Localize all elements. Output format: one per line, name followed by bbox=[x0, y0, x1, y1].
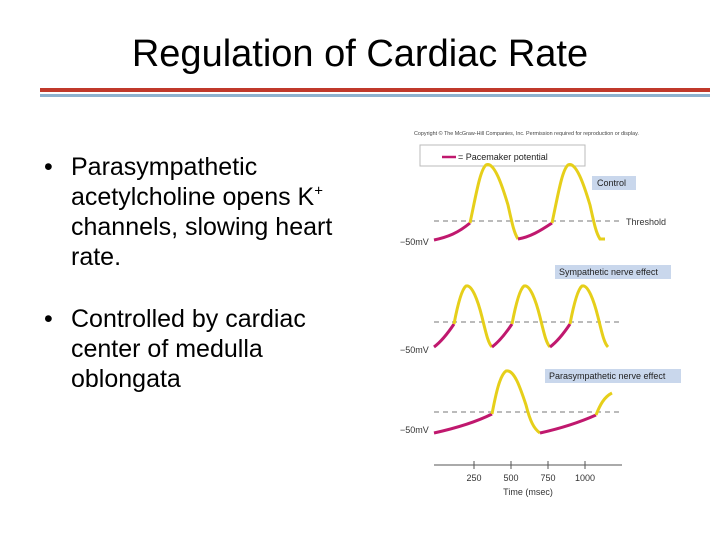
bullet-dot: • bbox=[44, 305, 53, 333]
legend-label: = Pacemaker potential bbox=[458, 152, 548, 162]
panel-label-box bbox=[592, 176, 636, 190]
pacemaker-potential-trace bbox=[517, 221, 553, 241]
action-potential-trace bbox=[550, 163, 605, 241]
pacemaker-potential-trace bbox=[433, 221, 471, 242]
title-divider-blue bbox=[40, 94, 710, 97]
bullet-item: • Parasympathetic acetylcholine opens K+… bbox=[44, 152, 374, 272]
bullet-dot: • bbox=[44, 153, 53, 181]
cardiac-rate-figure: Copyright © The McGraw-Hill Companies, I… bbox=[390, 125, 720, 505]
action-potential-trace bbox=[490, 369, 541, 435]
pacemaker-potential-trace bbox=[433, 412, 493, 435]
time-tick-label: 1000 bbox=[575, 473, 595, 483]
time-axis-title: Time (msec) bbox=[503, 487, 553, 497]
copyright-note: Copyright © The McGraw-Hill Companies, I… bbox=[414, 130, 639, 137]
pacemaker-potential-trace bbox=[549, 323, 572, 349]
voltage-label: −50mV bbox=[400, 237, 429, 247]
bullet-item: • Controlled by cardiac center of medull… bbox=[44, 304, 374, 394]
bullet-text: Parasympathetic acetylcholine opens K bbox=[71, 153, 315, 211]
threshold-label: Threshold bbox=[626, 217, 666, 227]
action-potential-trace bbox=[468, 163, 520, 240]
bullet-list: • Parasympathetic acetylcholine opens K+… bbox=[44, 152, 374, 426]
pacemaker-potential-trace bbox=[433, 323, 456, 349]
legend-box bbox=[419, 144, 586, 167]
panel-label-parasympathetic: Parasympathetic nerve effect bbox=[549, 371, 666, 381]
panel-label-control: Control bbox=[597, 178, 626, 188]
panel-label-box bbox=[555, 265, 671, 279]
pacemaker-potential-trace bbox=[491, 323, 514, 349]
time-tick-label: 500 bbox=[503, 473, 518, 483]
voltage-label: −50mV bbox=[400, 425, 429, 435]
voltage-label: −50mV bbox=[400, 345, 429, 355]
title-divider-red bbox=[40, 88, 710, 92]
time-tick-label: 750 bbox=[540, 473, 555, 483]
action-potential-trace bbox=[510, 284, 552, 349]
slide-title: Regulation of Cardiac Rate bbox=[131, 33, 589, 75]
panel-label-box bbox=[545, 369, 681, 383]
action-potential-trace bbox=[568, 284, 610, 349]
pacemaker-potential-trace bbox=[539, 413, 597, 435]
panel-label-sympathetic: Sympathetic nerve effect bbox=[559, 267, 658, 277]
action-potential-trace bbox=[594, 391, 613, 416]
bullet-text-tail: channels, slowing heart rate. bbox=[71, 213, 333, 271]
time-tick-label: 250 bbox=[466, 473, 481, 483]
action-potential-trace bbox=[452, 284, 494, 349]
bullet-superscript: + bbox=[314, 182, 323, 200]
bullet-text: Controlled by cardiac center of medulla … bbox=[71, 305, 306, 393]
